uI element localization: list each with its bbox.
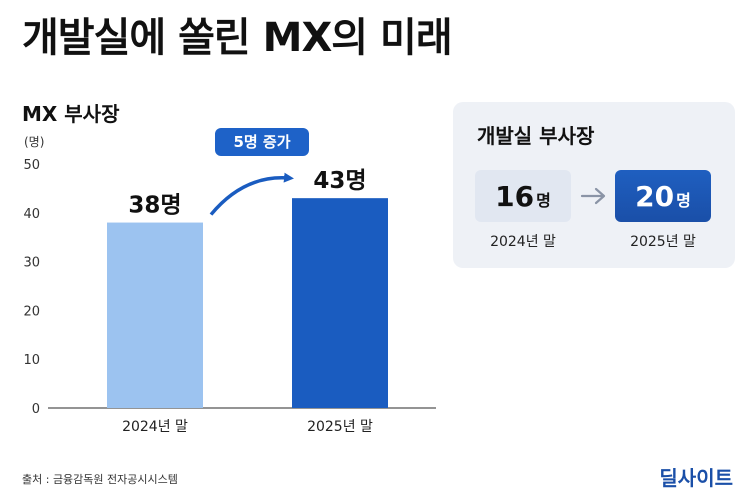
x-category-label: 2025년 말 [307, 419, 373, 435]
y-tick-label: 10 [23, 353, 40, 368]
y-tick-label: 20 [23, 304, 40, 319]
after-count-value: 20 [635, 179, 675, 213]
before-label: 2024년 말 [490, 234, 556, 250]
page-title: 개발실에 쏠린 MX의 미래 [22, 15, 453, 61]
increase-badge-text: 5명 증가 [233, 133, 290, 151]
y-axis-unit: (명) [24, 135, 44, 149]
right-arrow-icon [580, 187, 606, 205]
deal-site-logo: 딜사이트 [659, 466, 733, 490]
before-count-value: 16 [495, 179, 535, 213]
bar [292, 198, 388, 408]
after-count-box: 20 명 [615, 170, 711, 222]
before-count-unit: 명 [536, 191, 551, 210]
y-tick-label: 0 [32, 402, 40, 417]
bar-value-label: 38명 [128, 193, 181, 219]
dev-office-panel: 개발실 부사장 16 명 20 명 2024년 말 2025년 말 [453, 102, 735, 268]
bars: 38명 2024년 말 43명 2025년 말 [107, 168, 388, 435]
bar [107, 222, 203, 408]
increase-arrow-icon [209, 172, 294, 216]
y-axis-ticks: 0 10 20 30 40 50 [23, 158, 40, 417]
y-tick-label: 30 [23, 256, 40, 271]
source-note: 출처 : 금융감독원 전자공시시스템 [22, 473, 178, 486]
chart-title: MX 부사장 [22, 102, 120, 126]
y-tick-label: 50 [23, 158, 40, 173]
before-count-box: 16 명 [475, 170, 571, 222]
after-count-unit: 명 [676, 191, 691, 210]
bar-chart: (명) 0 10 20 30 40 50 38명 2024년 말 43명 2025년 말 5명 … [23, 128, 436, 435]
x-category-label: 2024년 말 [122, 419, 188, 435]
increase-badge [215, 128, 309, 156]
after-label: 2025년 말 [630, 234, 696, 250]
y-tick-label: 40 [23, 207, 40, 222]
bar-value-label: 43명 [313, 168, 366, 194]
panel-title: 개발실 부사장 [477, 124, 595, 148]
